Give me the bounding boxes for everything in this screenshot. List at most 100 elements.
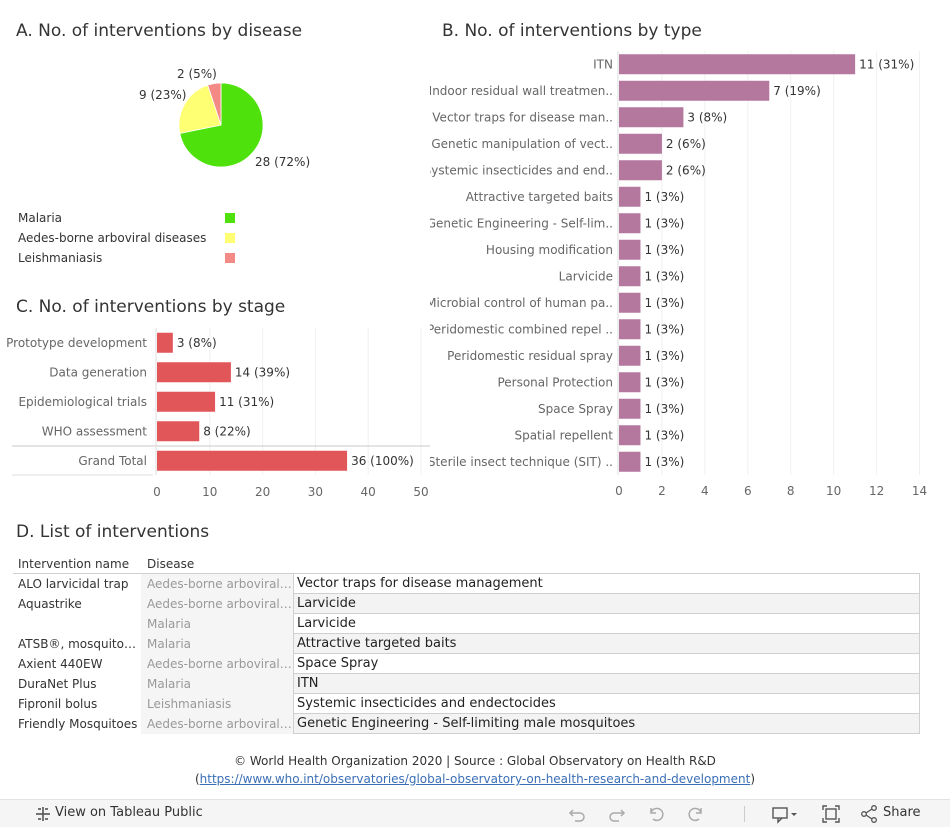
- bar[interactable]: [619, 160, 662, 181]
- table-row[interactable]: ATSB®, mosquitoes' .. Malaria Attractive t…: [13, 634, 920, 654]
- cell-disease: Aedes-borne arboviral di..: [141, 594, 293, 614]
- category-label[interactable]: Data generation: [49, 365, 147, 379]
- bar[interactable]: [619, 239, 641, 260]
- source-link[interactable]: https://www.who.int/observatories/global…: [199, 772, 751, 786]
- table-row[interactable]: Friendly Mosquitoes Aedes-borne arboviral…: [13, 714, 920, 734]
- cell-disease: Aedes-borne arboviral di..: [141, 574, 293, 594]
- cell-disease: Aedes-borne arboviral di..: [141, 654, 293, 674]
- category-label[interactable]: Genetic manipulation of vect..: [431, 137, 613, 151]
- refresh-icon[interactable]: [685, 804, 705, 824]
- bar-value-label: 3 (8%): [687, 110, 727, 124]
- type-bar-chart[interactable]: ITN 11 (31%) Indoor residual wall treatmen…: [430, 45, 950, 505]
- table-row[interactable]: ALO larvicidal trap Aedes-borne arboviral…: [13, 574, 920, 594]
- tick-label: 6: [744, 484, 752, 498]
- bar-value-label: 1 (3%): [644, 190, 684, 204]
- cell-intervention-name: Friendly Mosquitoes: [18, 717, 138, 731]
- table-row[interactable]: DuraNet Plus Malaria ITN: [13, 674, 920, 694]
- bar[interactable]: [619, 319, 641, 340]
- category-label[interactable]: Epidemiological trials: [18, 395, 147, 409]
- bar[interactable]: [619, 372, 641, 393]
- bar[interactable]: [619, 451, 641, 472]
- category-label[interactable]: Peridomestic combined repel ..: [430, 322, 613, 336]
- legend-label[interactable]: Leishmaniasis: [18, 251, 103, 265]
- share-icon[interactable]: [859, 804, 879, 824]
- category-label[interactable]: Space Spray: [538, 402, 613, 416]
- view-on-tableau-button[interactable]: View on Tableau Public: [55, 805, 203, 820]
- category-label[interactable]: ITN: [593, 57, 613, 71]
- legend-label[interactable]: Malaria: [18, 211, 63, 225]
- bar[interactable]: [619, 345, 641, 366]
- pie-slice-aedes-borne-arboviral-diseases[interactable]: [178, 84, 222, 134]
- undo-icon[interactable]: [567, 804, 587, 824]
- category-label[interactable]: WHO assessment: [42, 424, 148, 438]
- table-row[interactable]: Axient 440EW Aedes-borne arboviral di.. Sp…: [13, 654, 920, 674]
- cell-type: Larvicide: [293, 614, 920, 634]
- cell-disease: Malaria: [141, 614, 293, 634]
- bar[interactable]: [619, 292, 641, 313]
- tick-label: 10: [826, 484, 841, 498]
- category-label[interactable]: Indoor residual wall treatmen..: [430, 84, 613, 98]
- category-label[interactable]: Genetic Engineering - Self-lim..: [430, 216, 613, 230]
- bar[interactable]: [619, 266, 641, 287]
- table-row[interactable]: Malaria Larvicide: [13, 614, 920, 634]
- bar-value-label: 7 (19%): [773, 84, 820, 98]
- legend-label[interactable]: Aedes-borne arboviral diseases: [18, 231, 207, 245]
- bar[interactable]: [619, 54, 856, 75]
- share-button[interactable]: Share: [883, 805, 921, 820]
- bar-value-label: 1 (3%): [644, 322, 684, 336]
- category-label[interactable]: Microbial control of human pa..: [430, 296, 613, 310]
- pie-slice-label: 2 (5%): [177, 67, 217, 81]
- cell-type: ITN: [293, 674, 920, 694]
- fullscreen-icon[interactable]: [821, 804, 841, 824]
- bar-value-label: 8 (22%): [203, 424, 250, 438]
- category-label[interactable]: Housing modification: [486, 243, 613, 257]
- category-label[interactable]: Peridomestic residual spray: [447, 349, 613, 363]
- category-label[interactable]: Systemic insecticides and end..: [430, 163, 613, 177]
- bar[interactable]: [619, 133, 662, 154]
- section-a-title: A. No. of interventions by disease: [16, 21, 303, 41]
- bar[interactable]: [619, 107, 684, 128]
- category-label[interactable]: Sterile insect technique (SIT) ..: [430, 455, 613, 469]
- table-row[interactable]: Aquastrike Aedes-borne arboviral di.. Larv…: [13, 594, 920, 614]
- bar-value-label: 14 (39%): [235, 365, 290, 379]
- bar[interactable]: [619, 80, 770, 101]
- category-label[interactable]: Grand Total: [78, 454, 147, 468]
- section-d-title: D. List of interventions: [16, 522, 210, 542]
- cell-intervention-name: Axient 440EW: [18, 657, 103, 671]
- bar[interactable]: [619, 398, 641, 419]
- bar-value-label: 1 (3%): [644, 428, 684, 442]
- revert-icon[interactable]: [647, 804, 667, 824]
- category-label[interactable]: Spatial repellent: [514, 428, 613, 442]
- redo-icon[interactable]: [607, 804, 627, 824]
- header-disease[interactable]: Disease: [147, 557, 195, 571]
- bar[interactable]: [619, 213, 641, 234]
- bar-value-label: 11 (31%): [859, 57, 914, 71]
- legend-swatch[interactable]: [225, 233, 235, 243]
- header-intervention-name[interactable]: Intervention name: [18, 557, 130, 571]
- cell-type: Systemic insecticides and endectocides: [293, 694, 920, 714]
- category-label[interactable]: Vector traps for disease man..: [432, 110, 613, 124]
- table-row[interactable]: Fipronil bolus Leishmaniasis Systemic inse…: [13, 694, 920, 714]
- paren-close: ): [750, 772, 756, 786]
- bar[interactable]: [157, 362, 231, 383]
- stage-bar-chart[interactable]: Prototype development 3 (8%) Data generati…: [0, 325, 440, 505]
- bar[interactable]: [619, 425, 641, 446]
- category-label[interactable]: Prototype development: [6, 336, 147, 350]
- bar[interactable]: [157, 391, 216, 412]
- legend-swatch[interactable]: [225, 253, 235, 263]
- pie-chart[interactable]: 28 (72%) 9 (23%) 2 (5%): [0, 55, 420, 195]
- bar[interactable]: [157, 332, 173, 353]
- comment-icon[interactable]: [770, 804, 800, 824]
- tableau-icon[interactable]: [33, 804, 53, 824]
- legend-swatch[interactable]: [225, 213, 235, 223]
- category-label[interactable]: Larvicide: [559, 269, 613, 283]
- category-label[interactable]: Attractive targeted baits: [466, 190, 613, 204]
- category-label[interactable]: Personal Protection: [497, 375, 613, 389]
- bar[interactable]: [157, 421, 200, 442]
- bar[interactable]: [619, 186, 641, 207]
- tick-label: 10: [202, 485, 217, 499]
- bar[interactable]: [157, 450, 348, 471]
- bar-value-label: 1 (3%): [644, 216, 684, 230]
- pie-slice-leishmaniasis[interactable]: [207, 82, 222, 126]
- tableau-toolbar: View on Tableau Public Share: [0, 799, 950, 827]
